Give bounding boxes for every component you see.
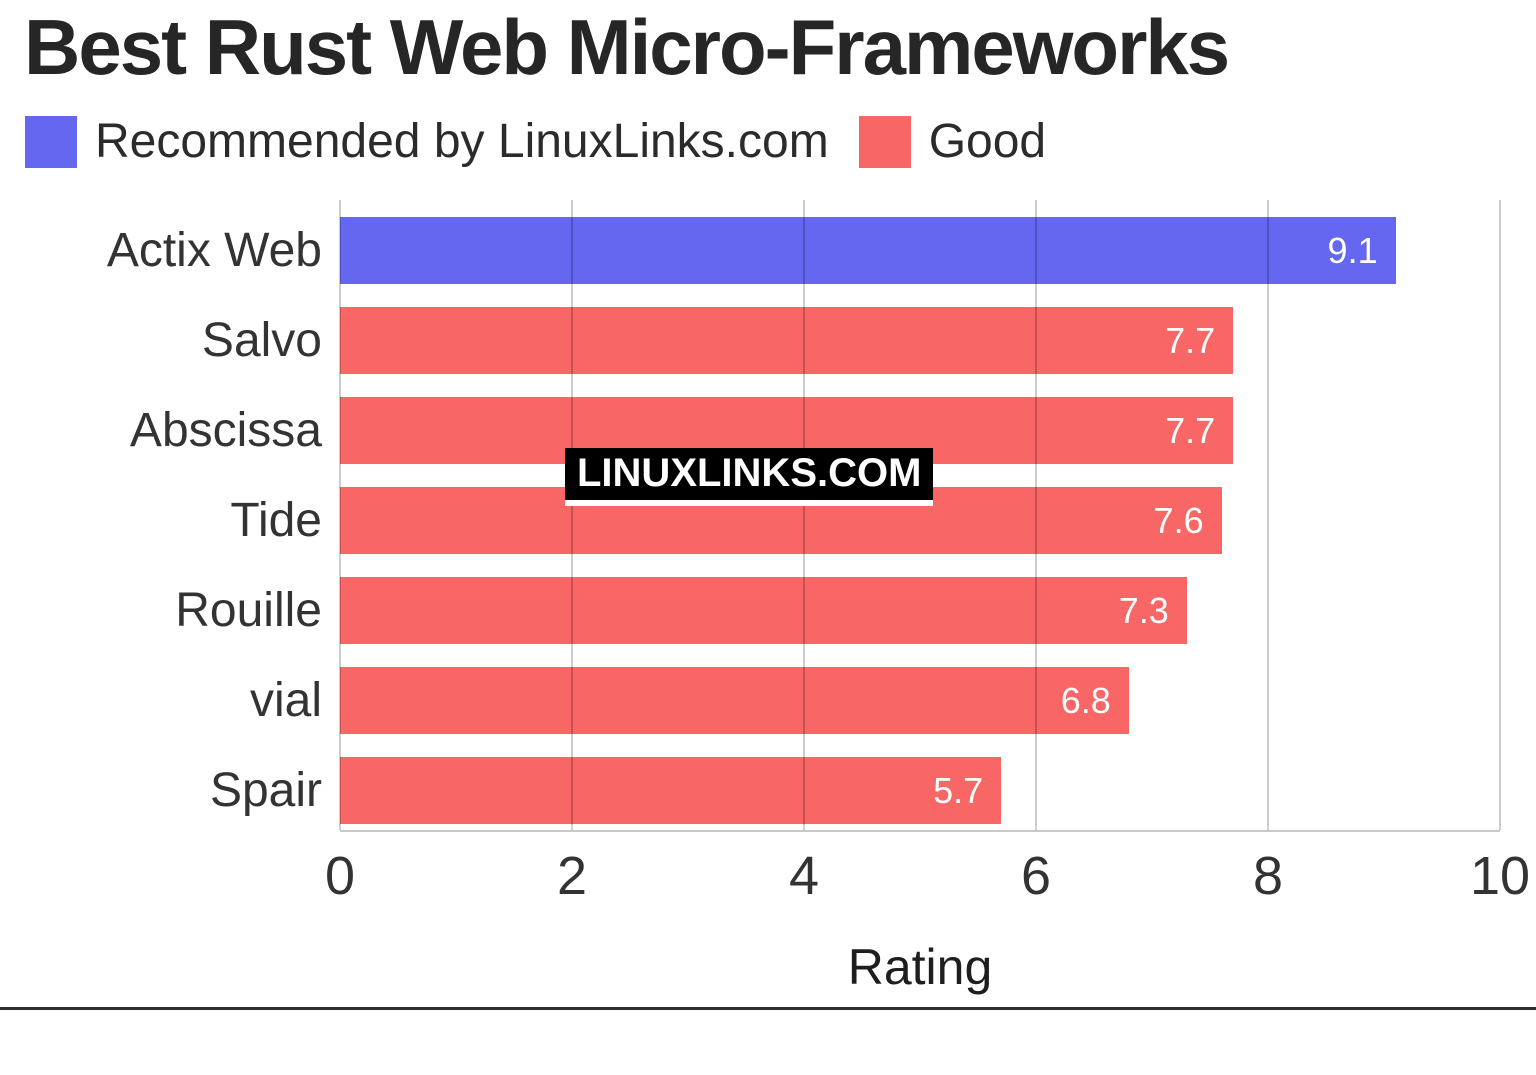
x-tick-label: 10 <box>1469 846 1531 906</box>
x-axis-title: Rating <box>847 939 993 995</box>
category-label: Abscissa <box>129 403 322 457</box>
watermark: LINUXLINKS.COM <box>565 448 934 506</box>
category-label: Salvo <box>201 313 322 367</box>
bar-row: 7.6 <box>340 470 1500 560</box>
bar-row: 6.8 <box>340 650 1500 740</box>
category-label: Actix Web <box>106 223 322 277</box>
bar-row: 7.3 <box>340 560 1500 650</box>
bar-value-label: 7.6 <box>1153 499 1204 541</box>
bar-value-label: 7.7 <box>1165 409 1216 451</box>
legend-swatch-icon <box>25 115 77 168</box>
x-tick-label: 0 <box>324 846 356 906</box>
bar-rows: 9.1 7.7 7.7 7.6 7.3 6.8 5.7 <box>340 200 1500 830</box>
bar-row: 7.7 <box>340 290 1500 380</box>
bar-row: 9.1 <box>340 200 1500 290</box>
bar: 5.7 <box>340 757 1002 824</box>
legend: Recommended by LinuxLinks.com Good <box>25 114 1058 169</box>
legend-item: Good <box>858 114 1047 169</box>
x-tick-label: 4 <box>788 846 820 906</box>
bar-value-label: 5.7 <box>933 769 984 811</box>
category-label: Spair <box>209 763 322 817</box>
legend-label: Good <box>928 115 1047 168</box>
x-tick-label: 2 <box>556 846 588 906</box>
bar: 6.8 <box>340 667 1129 734</box>
legend-swatch-icon <box>858 115 911 168</box>
category-label: Tide <box>230 493 322 547</box>
plot-area: 9.1 7.7 7.7 7.6 7.3 6.8 5.7 <box>339 200 1501 832</box>
bottom-divider <box>0 1007 1536 1010</box>
bar-value-label: 9.1 <box>1327 229 1378 271</box>
x-tick-label: 8 <box>1252 846 1284 906</box>
bar-value-label: 7.7 <box>1165 319 1216 361</box>
bar: 9.1 <box>340 217 1396 284</box>
bar-value-label: 7.3 <box>1118 589 1169 631</box>
category-label: vial <box>249 673 322 727</box>
bar: 7.3 <box>340 577 1187 644</box>
x-tick-label: 6 <box>1020 846 1052 906</box>
bar: 7.6 <box>340 487 1222 554</box>
bar-row: 5.7 <box>340 740 1500 830</box>
bar: 7.7 <box>340 307 1234 374</box>
category-label: Rouille <box>175 583 322 637</box>
bar-value-label: 6.8 <box>1060 679 1111 721</box>
legend-item: Recommended by LinuxLinks.com <box>25 114 829 169</box>
category-labels: Actix Web Salvo Abscissa Tide Rouille vial Spa… <box>0 200 322 830</box>
legend-label: Recommended by LinuxLinks.com <box>95 115 829 168</box>
chart-title: Best Rust Web Micro-Frameworks <box>24 3 1230 91</box>
x-axis-ticks: 0 2 4 6 8 10 <box>325 845 1530 915</box>
